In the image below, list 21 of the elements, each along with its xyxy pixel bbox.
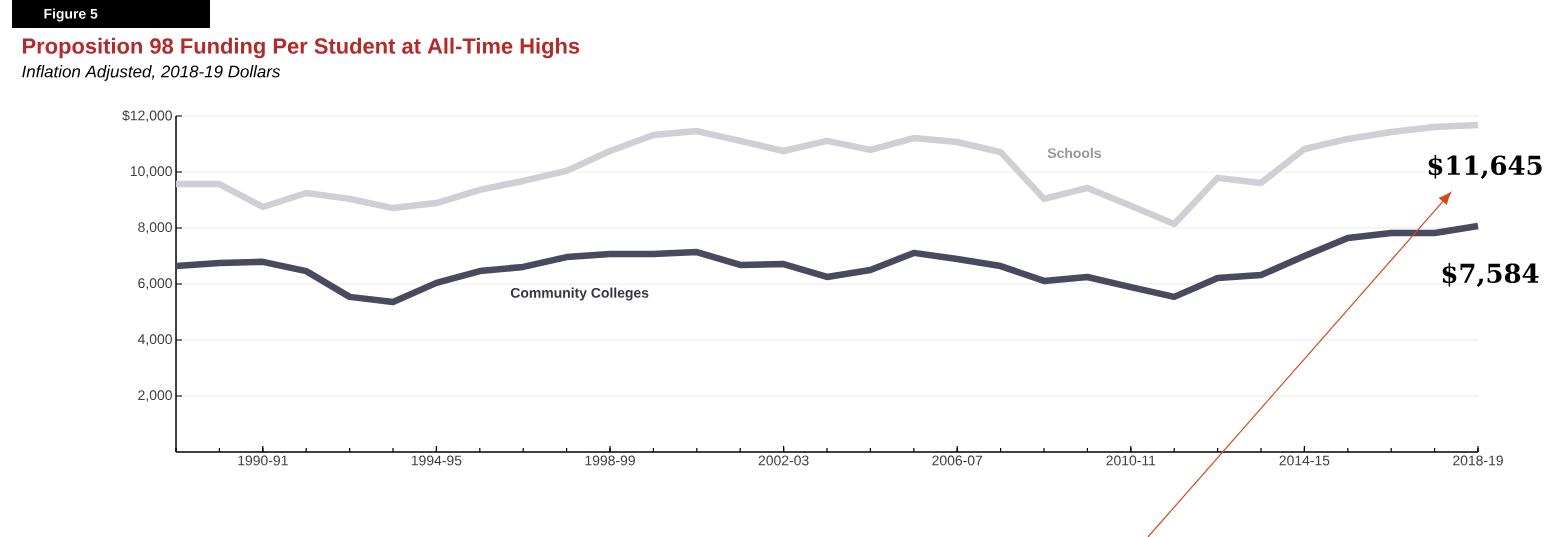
x-tick-label: 1994-95 <box>411 455 462 466</box>
x-tick-label: 2018-19 <box>1453 455 1503 466</box>
x-tick-label: 2006-07 <box>932 455 983 466</box>
annotation: $7,584 <box>1442 262 1539 287</box>
text: Schools <box>1047 147 1101 159</box>
y-tick-label: 10,000 <box>130 166 172 178</box>
y-tick-label: 2,000 <box>138 390 172 402</box>
x-tick-label: 1990-91 <box>238 455 288 466</box>
x-tick-label: 1998-99 <box>585 455 635 466</box>
y-tick-label: 8,000 <box>138 222 172 234</box>
y-tick-label: 4,000 <box>137 334 172 346</box>
annotation: $11,645 <box>1428 154 1542 179</box>
series-label: Community Colleges <box>510 287 649 301</box>
chart-title: Proposition 98 Funding Per Student at All-Time Highs <box>23 37 580 59</box>
caption: Figure 5 <box>44 8 98 22</box>
chart-subtitle: Inflation Adjusted, 2018-19 Dollars <box>22 65 281 81</box>
x-tick-label: 2010-11 <box>1106 455 1156 466</box>
y-tick-label: 6,000 <box>138 278 172 290</box>
y-tick-label: $12,000 <box>122 109 172 123</box>
x-tick-label: 2002-03 <box>758 455 809 466</box>
x-tick-label: 2014-15 <box>1279 455 1330 466</box>
